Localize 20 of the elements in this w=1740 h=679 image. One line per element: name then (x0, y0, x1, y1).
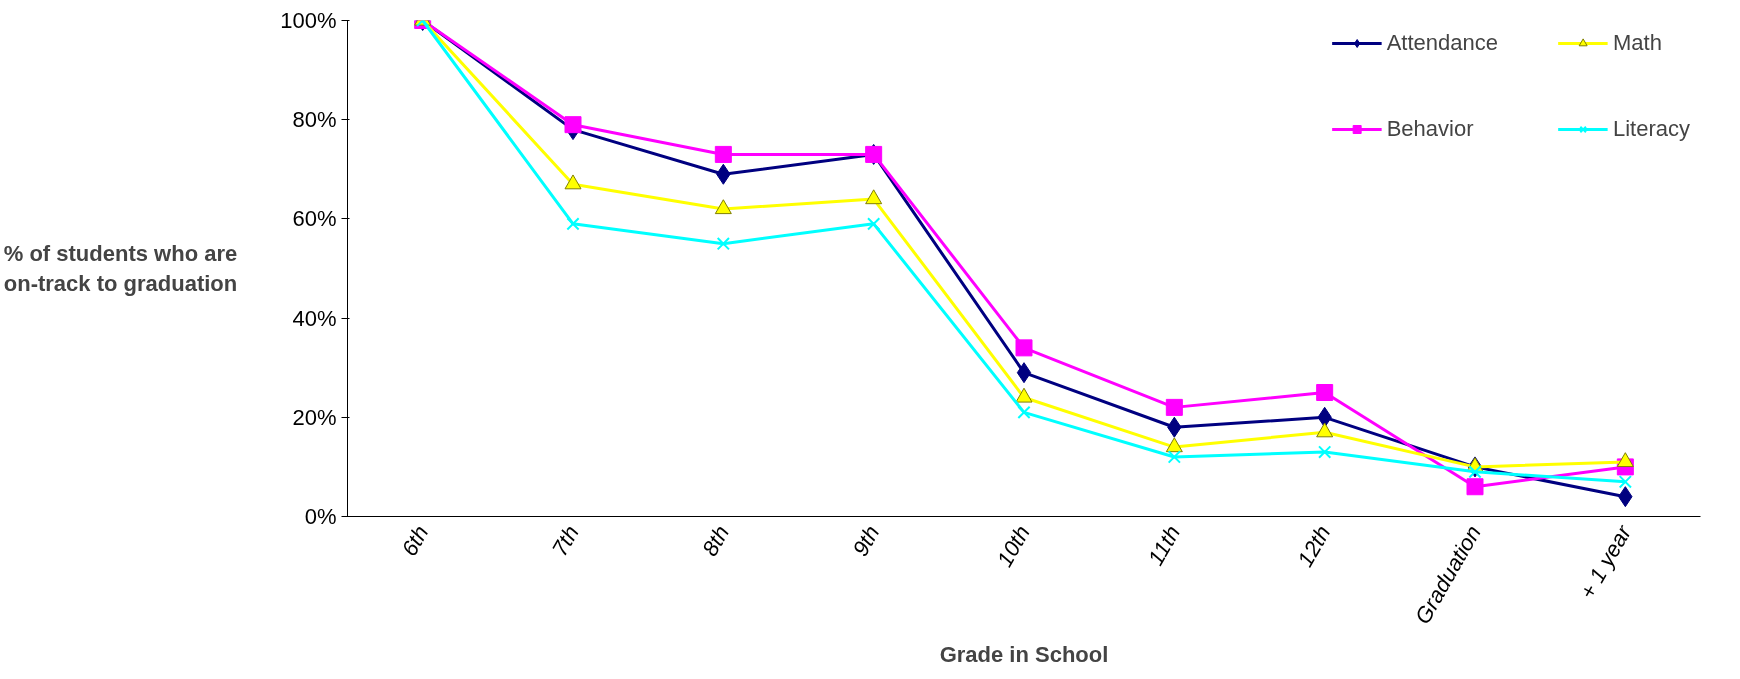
legend-label: Literacy (1612, 116, 1690, 142)
y-tick-label: 0% (304, 504, 337, 529)
x-tick-label: 12th (1292, 521, 1336, 571)
legend-label: Behavior (1386, 116, 1474, 142)
x-tick-label: 9th (847, 521, 885, 561)
x-tick-label: 11th (1143, 521, 1186, 570)
x-tick-label: + 1 year (1574, 519, 1638, 604)
x-tick-label: 7th (546, 521, 584, 561)
legend-label: Math (1612, 30, 1662, 56)
legend-label: Attendance (1386, 30, 1498, 56)
x-tick-label: 8th (697, 521, 735, 561)
y-tick-label: 40% (292, 305, 337, 331)
y-axis-title: % of students who are on-track to graduation (3, 241, 238, 296)
y-tick-label: 100% (280, 8, 337, 33)
x-tick-label: 10th (991, 521, 1035, 571)
x-axis-title: Grade in School (939, 642, 1109, 668)
y-tick-label: 80% (292, 107, 337, 133)
y-tick-label: 20% (292, 404, 337, 430)
x-tick-label: 6th (396, 521, 434, 561)
y-tick-label: 60% (292, 206, 337, 232)
